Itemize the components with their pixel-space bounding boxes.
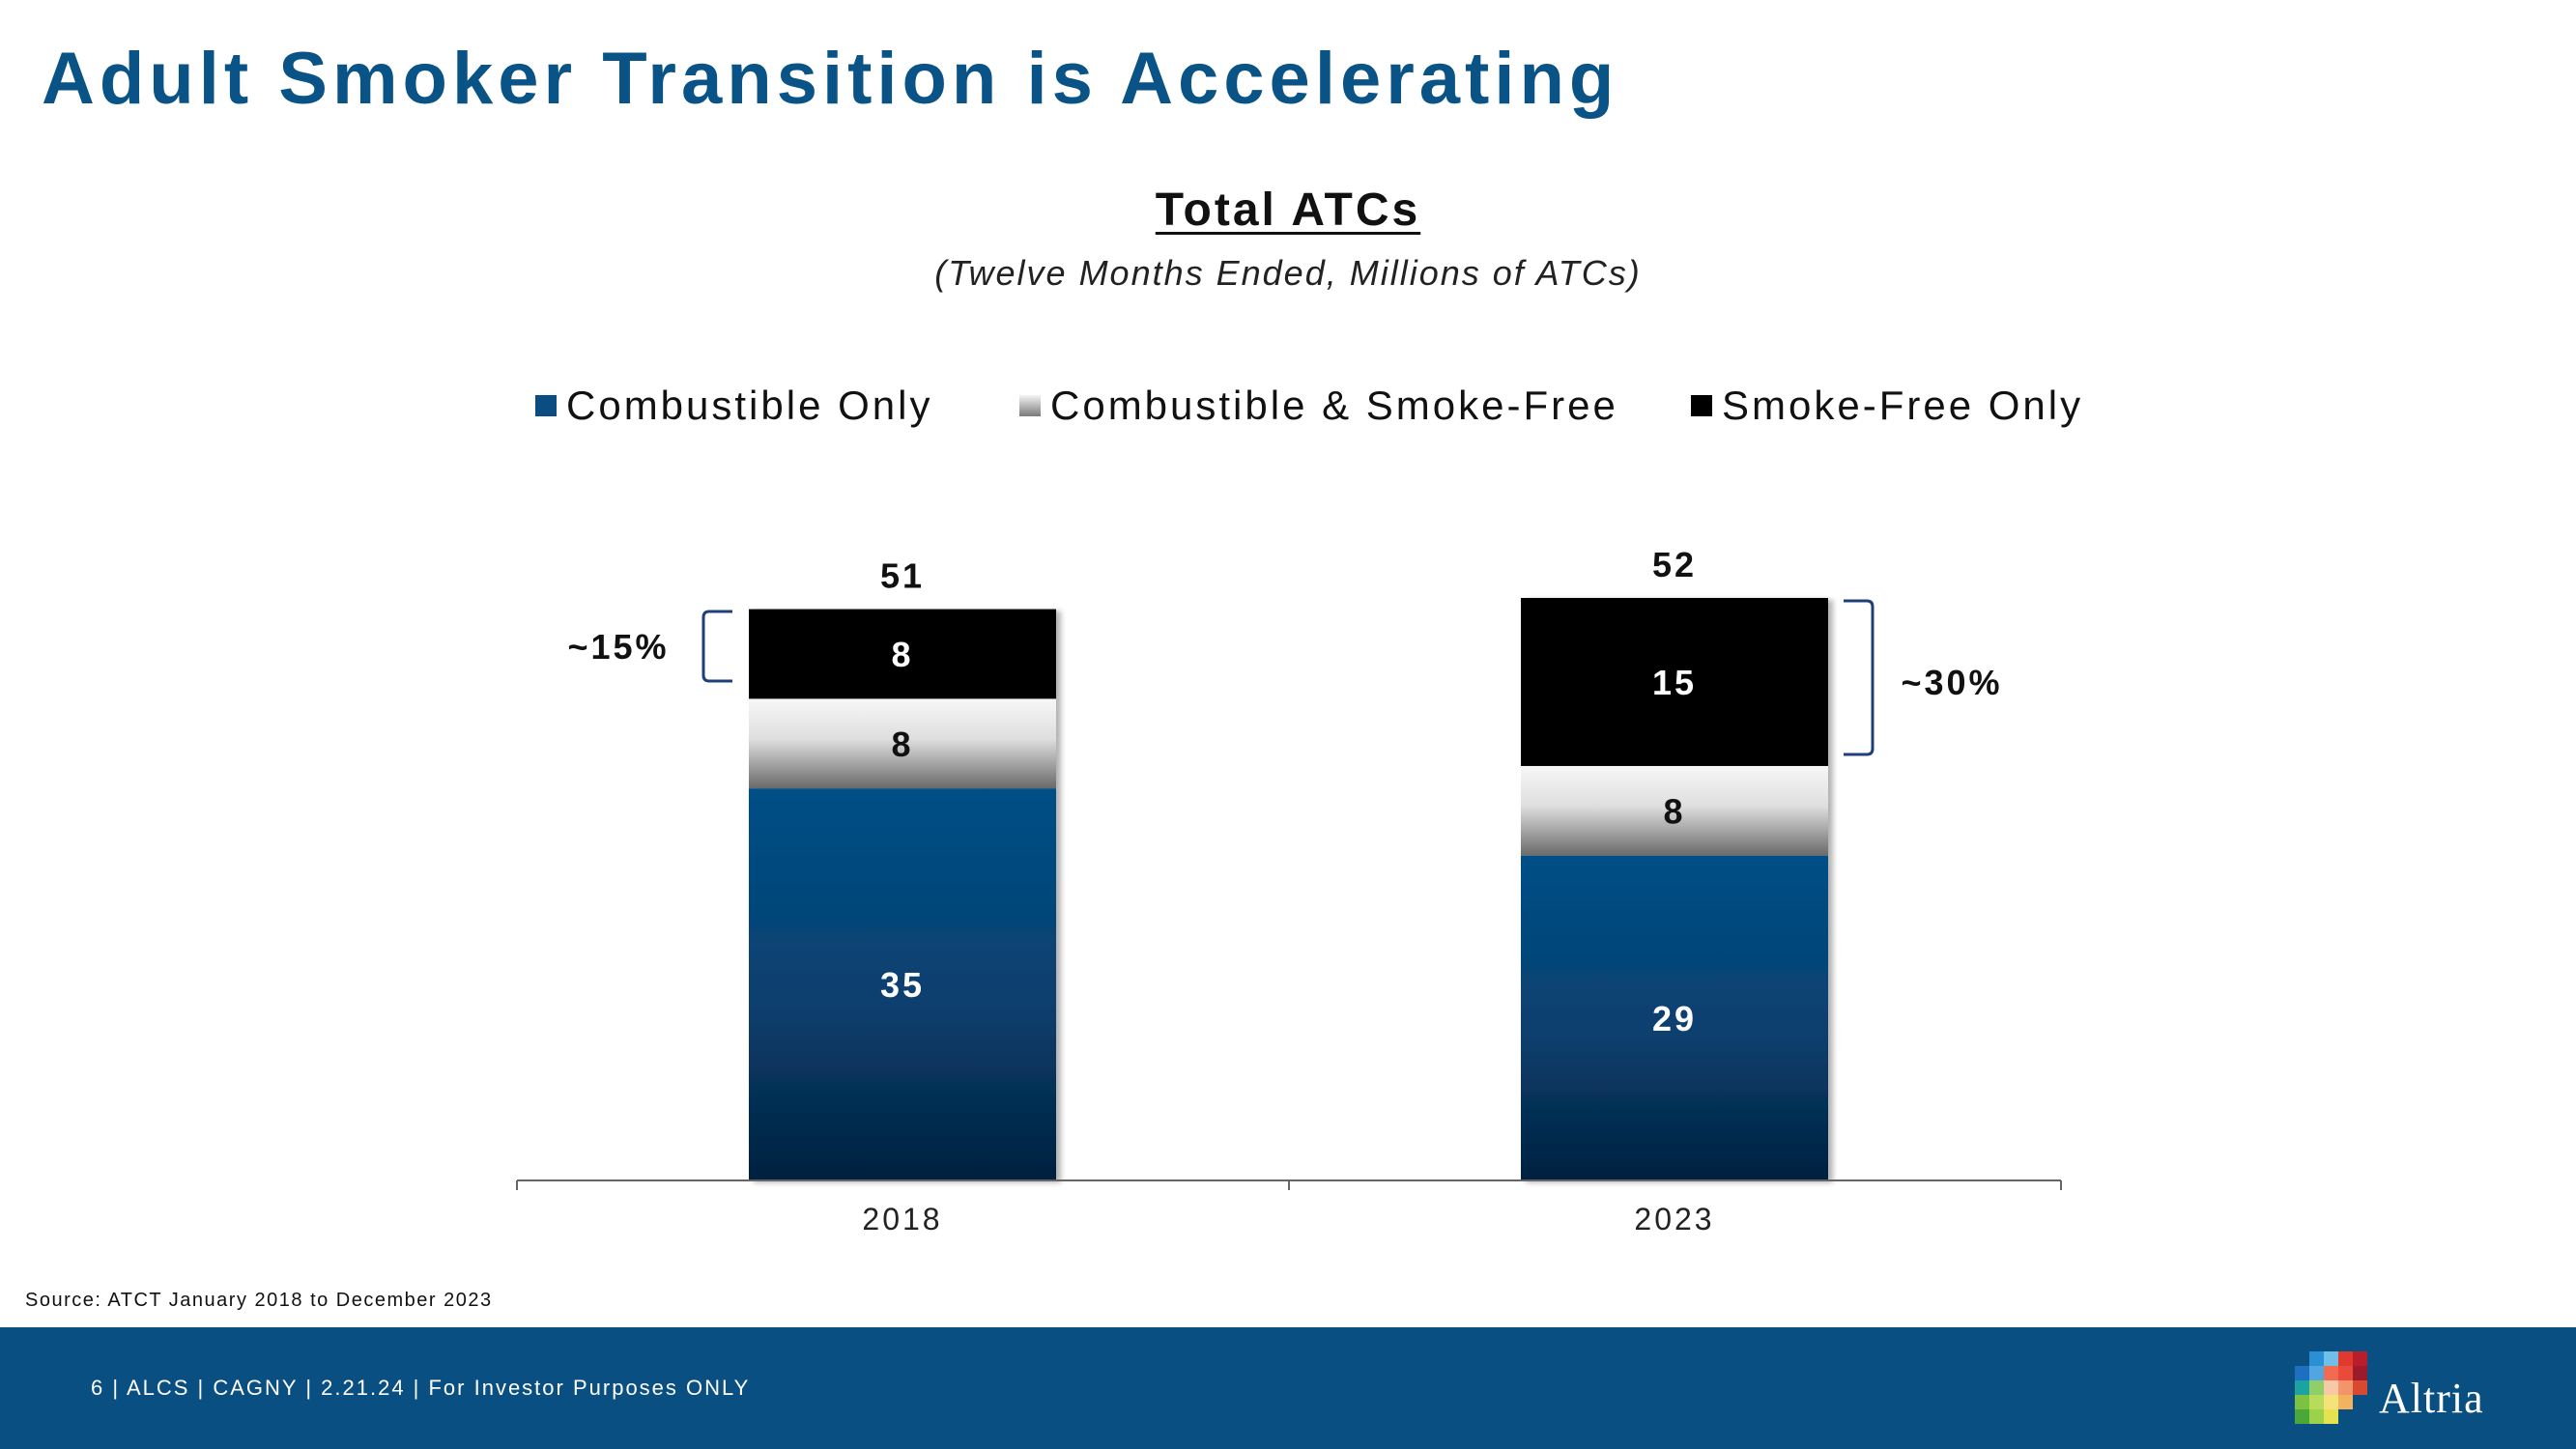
data-label-combustible-only-2018: 35 <box>880 965 925 1005</box>
legend-label-combustible-only: Combustible Only <box>566 383 933 428</box>
legend-item-smoke-free-only: Smoke-Free Only <box>1691 383 2083 429</box>
legend-swatch-smoke-free-only <box>1691 395 1712 416</box>
bar-segment-smoke-free-only-2018 <box>749 609 1056 699</box>
bar-segment-combustible-only-2023 <box>1521 855 1828 1180</box>
legend-item-combustible-smoke-free: Combustible & Smoke-Free <box>1019 383 1618 429</box>
data-label-smoke-free-only-2023: 15 <box>1652 663 1697 702</box>
bar-segment-combustible-smoke-free-2018 <box>749 698 1056 789</box>
legend-label-combustible-smoke-free: Combustible & Smoke-Free <box>1050 383 1618 428</box>
share-bracket-2023 <box>1844 599 1875 756</box>
x-tick-label-2023: 2023 <box>1634 1202 1714 1236</box>
total-label-2023: 52 <box>1652 545 1697 584</box>
data-label-combustible-smoke-free-2018: 8 <box>891 724 913 764</box>
total-label-2018: 51 <box>880 556 925 596</box>
data-label-combustible-smoke-free-2023: 8 <box>1663 791 1685 831</box>
altria-logo: Altria <box>2295 1350 2484 1424</box>
footer-bar: 6 | ALCS | CAGNY | 2.21.24 | For Investo… <box>0 1327 2576 1449</box>
chart-legend: Combustible Only Combustible & Smoke-Fre… <box>0 383 2576 437</box>
logo-mosaic-icon <box>2295 1350 2367 1424</box>
legend-swatch-combustible-only <box>535 395 557 416</box>
data-label-smoke-free-only-2018: 8 <box>891 635 913 674</box>
legend-label-smoke-free-only: Smoke-Free Only <box>1722 383 2084 428</box>
bar-segment-combustible-only-2018 <box>749 788 1056 1180</box>
share-annotation-2018: ~15% <box>567 627 669 667</box>
share-bracket-2018 <box>701 610 732 683</box>
source-note: Source: ATCT January 2018 to December 20… <box>25 1290 493 1311</box>
logo-text: Altria <box>2379 1374 2484 1422</box>
stacked-bar-chart: 35 8 8 51 2018 29 8 15 52 2023 ~15% ~30% <box>516 545 2062 1236</box>
legend-item-combustible-only: Combustible Only <box>535 383 932 429</box>
bar-stack-2018 <box>749 609 1056 1180</box>
chart-title-text: Total ATCs <box>1155 185 1421 236</box>
legend-swatch-combustible-smoke-free <box>1019 395 1041 416</box>
footer-text: 6 | ALCS | CAGNY | 2.21.24 | For Investo… <box>91 1376 751 1400</box>
page-title: Adult Smoker Transition is Accelerating <box>42 38 1619 120</box>
data-label-combustible-only-2023: 29 <box>1652 999 1697 1038</box>
x-tick-label-2018: 2018 <box>862 1202 942 1236</box>
chart-subtitle: (Twelve Months Ended, Millions of ATCs) <box>934 253 1642 293</box>
chart-title: Total ATCs <box>0 184 2576 237</box>
bar-segment-combustible-smoke-free-2023 <box>1521 765 1828 856</box>
share-annotation-2023: ~30% <box>1901 663 2002 702</box>
bar-segment-smoke-free-only-2023 <box>1521 598 1828 766</box>
bar-stack-2023 <box>1521 598 1828 1180</box>
